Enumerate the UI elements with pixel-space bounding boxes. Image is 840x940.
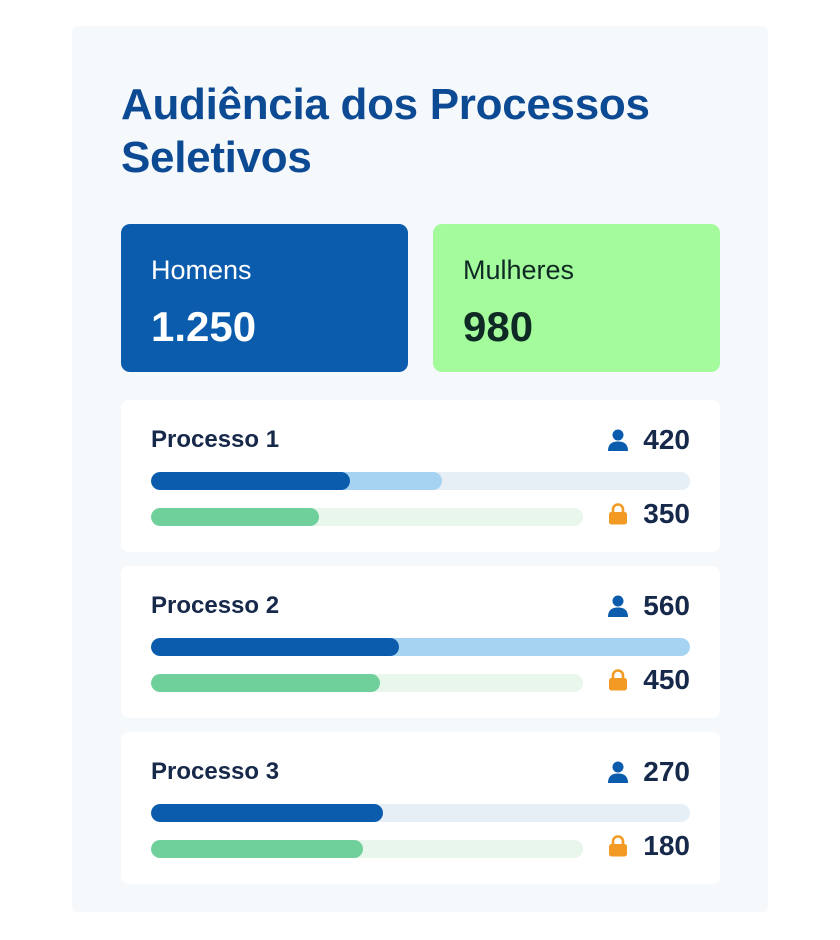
women-count: 450 [607,664,690,696]
women-total-label: Mulheres [463,255,575,285]
women-progress-fill [151,840,363,858]
women-total-value: 980 [463,303,534,350]
women-progress-bar [151,674,583,692]
men-progress-bar [151,472,690,490]
lock-icon [609,835,628,857]
men-count: 270 [607,756,690,788]
women-progress-fill [151,508,320,526]
women-progress-fill [151,674,380,692]
women-count: 350 [607,498,690,530]
men-total-value: 1.250 [151,303,257,350]
person-icon [608,761,629,783]
men-progress-bar [151,804,690,822]
men-total-card: Homens 1.250 [121,224,408,372]
women-count-value: 350 [643,498,690,529]
process-title: Processo 1 [151,426,280,453]
women-progress-bar [151,840,583,858]
men-count: 560 [607,590,690,622]
men-progress-bar [151,638,690,656]
men-progress-primary [151,638,399,656]
men-progress-primary [151,472,351,490]
process-title: Processo 3 [151,758,280,785]
women-progress-bar [151,508,583,526]
women-count-value: 450 [643,664,690,695]
men-count: 420 [607,424,690,456]
women-count-value: 180 [643,830,690,861]
process-card: Processo 3 270 180 [121,732,720,884]
men-count-value: 420 [643,424,690,455]
process-title: Processo 2 [151,592,280,619]
women-total-card: Mulheres 980 [433,224,720,372]
women-count: 180 [607,830,690,862]
process-card: Processo 1 420 350 [121,400,720,552]
men-count-value: 270 [643,756,690,787]
process-card: Processo 2 560 450 [121,566,720,718]
men-count-value: 560 [643,590,690,621]
lock-icon [609,503,628,525]
lock-icon [609,669,628,691]
men-total-label: Homens [151,255,252,285]
men-progress-primary [151,804,383,822]
person-icon [608,429,629,451]
person-icon [608,595,629,617]
page-title: Audiência dos Processos Seletivos [121,80,650,182]
